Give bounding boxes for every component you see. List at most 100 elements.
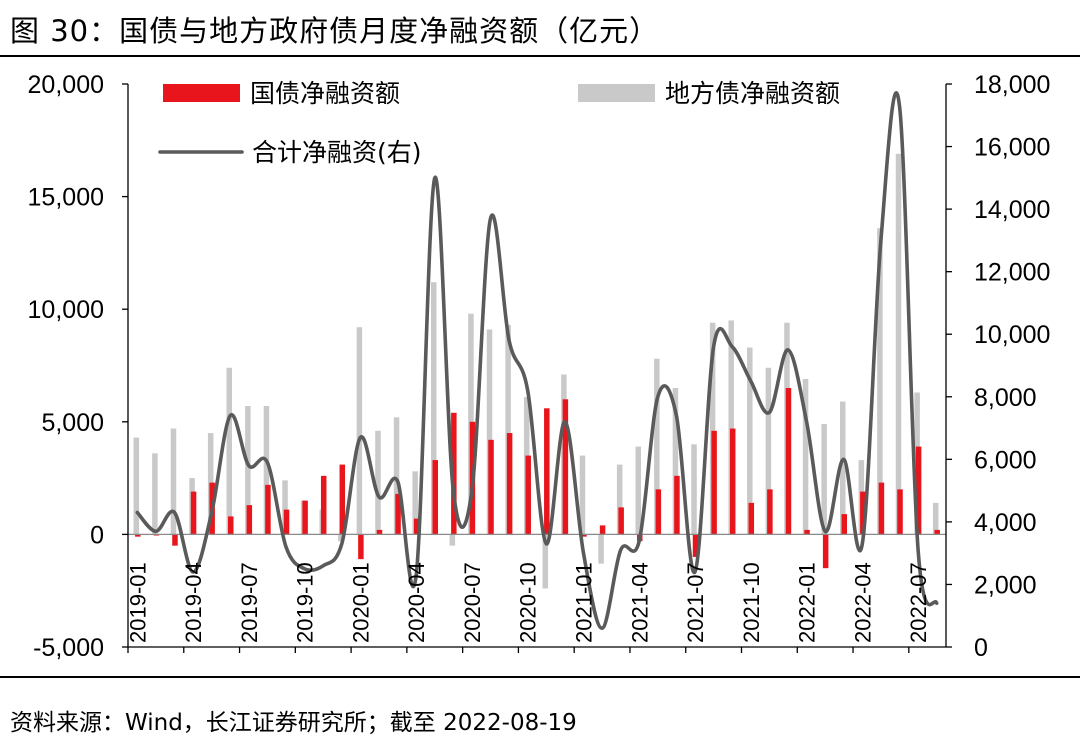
treasury-bar-2022-02 — [822, 534, 829, 569]
right-tick-label: 18,000 — [974, 71, 1050, 99]
local-bar-2019-08 — [263, 406, 270, 535]
treasury-bar-2019-04 — [190, 491, 197, 535]
treasury-bar-2019-07 — [246, 505, 253, 535]
treasury-bar-2020-05 — [432, 460, 438, 535]
x-tick-label: 2019-01 — [125, 562, 150, 643]
chart-title: 图 30：国债与地方政府债月度净融资额（亿元） — [10, 14, 660, 48]
local-bar-2020-11 — [542, 534, 549, 589]
x-tick-label: 2020-01 — [348, 562, 373, 643]
right-axis-ticks: 18,000 16,000 14,000 12,000 10,000 8,000 6,000… — [946, 71, 1050, 662]
treasury-bar-2019-09 — [283, 509, 290, 535]
right-tick-label: 10,000 — [974, 321, 1050, 349]
x-tick-label: 2019-04 — [181, 562, 206, 643]
local-bar-2021-07 — [691, 444, 697, 535]
treasury-bar-2020-08 — [488, 439, 494, 535]
x-tick-label: 2020-04 — [404, 562, 429, 643]
right-tick-label: 16,000 — [974, 134, 1050, 162]
local-bar-2022-03 — [840, 401, 846, 535]
local-bar-2021-02 — [598, 534, 604, 564]
right-tick-label: 8,000 — [974, 384, 1037, 412]
treasury-bar-2019-06 — [228, 516, 234, 535]
treasury-bar-2020-03 — [395, 493, 401, 535]
local-bar-2021-04 — [635, 446, 641, 535]
x-tick-label: 2019-07 — [237, 562, 262, 643]
treasury-bar-2020-09 — [506, 433, 513, 535]
left-tick-label: 5,000 — [41, 409, 104, 437]
local-bar-2019-06 — [226, 367, 232, 535]
x-tick-label: 2022-07 — [906, 562, 931, 643]
axes — [127, 84, 947, 648]
x-axis-ticks: 2019-01 2019-04 2019-07 2019-10 2020-01 2020-… — [125, 562, 931, 653]
legend-label-2: 合计净融资(右) — [252, 138, 422, 167]
treasury-bar-2020-12 — [562, 399, 569, 535]
treasury-bar-2019-12 — [339, 464, 346, 535]
local-bar-2020-09 — [505, 324, 511, 535]
local-bar-2019-02 — [152, 453, 158, 535]
treasury-bar-2021-06 — [674, 475, 680, 535]
local-bar-2022-06 — [895, 153, 902, 535]
local-bar-2020-06 — [449, 534, 456, 546]
local-bar-2021-01 — [579, 455, 586, 535]
local-bar-2021-05 — [654, 358, 660, 535]
treasury-bar-2022-05 — [878, 482, 885, 535]
local-bar-2022-05 — [877, 228, 883, 535]
local-bar-2022-01 — [802, 379, 809, 535]
right-tick-label: 14,000 — [974, 196, 1050, 224]
local-bar-2021-08 — [709, 322, 716, 535]
treasury-bar-2019-03 — [172, 534, 178, 546]
top-rule — [0, 55, 1080, 57]
treasury-bar-2021-01 — [581, 534, 587, 537]
right-tick-label: 0 — [974, 634, 988, 662]
local-bar-2020-05 — [431, 282, 437, 535]
treasury-bar-2022-06 — [897, 489, 903, 535]
left-tick-label: -5,000 — [33, 634, 104, 662]
left-tick-label: 20,000 — [28, 71, 104, 99]
x-tick-label: 2022-01 — [795, 562, 820, 643]
treasury-bar-2022-01 — [804, 529, 810, 535]
treasury-bar-2021-11 — [767, 489, 773, 535]
right-tick-label: 4,000 — [974, 509, 1037, 537]
treasury-bar-2019-08 — [265, 484, 271, 535]
legend-label-0: 国债净融资额 — [250, 79, 400, 108]
source-note: 资料来源：Wind，长江证券研究所；截至 2022-08-19 — [10, 710, 577, 736]
legend-swatch-0 — [163, 84, 240, 102]
x-tick-label: 2021-04 — [627, 562, 652, 643]
treasury-bar-2020-01 — [358, 534, 364, 560]
treasury-bar-2022-07 — [915, 446, 922, 535]
treasury-bar-2022-04 — [860, 491, 866, 535]
local-bar-2019-03 — [170, 428, 177, 535]
treasury-bar-2021-08 — [711, 430, 717, 535]
x-tick-label: 2020-10 — [516, 562, 541, 643]
treasury-bar-2019-10 — [302, 500, 308, 535]
treasury-bar-2019-11 — [320, 475, 327, 535]
x-tick-label: 2020-07 — [460, 562, 485, 643]
treasury-bar-2022-08 — [934, 529, 940, 535]
local-bar-2021-09 — [728, 320, 734, 535]
x-tick-label: 2021-10 — [739, 562, 764, 643]
left-tick-label: 0 — [90, 521, 104, 549]
local-bar-2020-02 — [375, 430, 381, 535]
treasury-bar-2020-06 — [451, 412, 457, 535]
local-bond-bars — [133, 153, 939, 589]
treasury-bar-2020-10 — [525, 455, 531, 535]
treasury-bar-2019-01 — [135, 534, 141, 537]
bottom-rule — [0, 676, 1080, 678]
x-tick-label: 2021-01 — [572, 562, 597, 643]
treasury-bar-2020-02 — [376, 529, 383, 535]
local-bar-2021-10 — [747, 347, 753, 535]
right-tick-label: 12,000 — [974, 259, 1050, 287]
total-line — [135, 91, 939, 630]
treasury-bar-2020-11 — [544, 408, 550, 535]
treasury-bar-2022-03 — [841, 514, 847, 535]
right-tick-label: 2,000 — [974, 571, 1037, 599]
local-bar-2021-06 — [672, 388, 679, 535]
right-tick-label: 6,000 — [974, 446, 1037, 474]
treasury-bar-2021-05 — [655, 489, 662, 535]
x-tick-label: 2019-10 — [293, 562, 318, 643]
x-tick-label: 2021-07 — [683, 562, 708, 643]
local-bar-2022-08 — [932, 502, 939, 535]
treasury-bar-2021-12 — [785, 388, 792, 535]
legend-label-1: 地方债净融资额 — [665, 79, 840, 108]
